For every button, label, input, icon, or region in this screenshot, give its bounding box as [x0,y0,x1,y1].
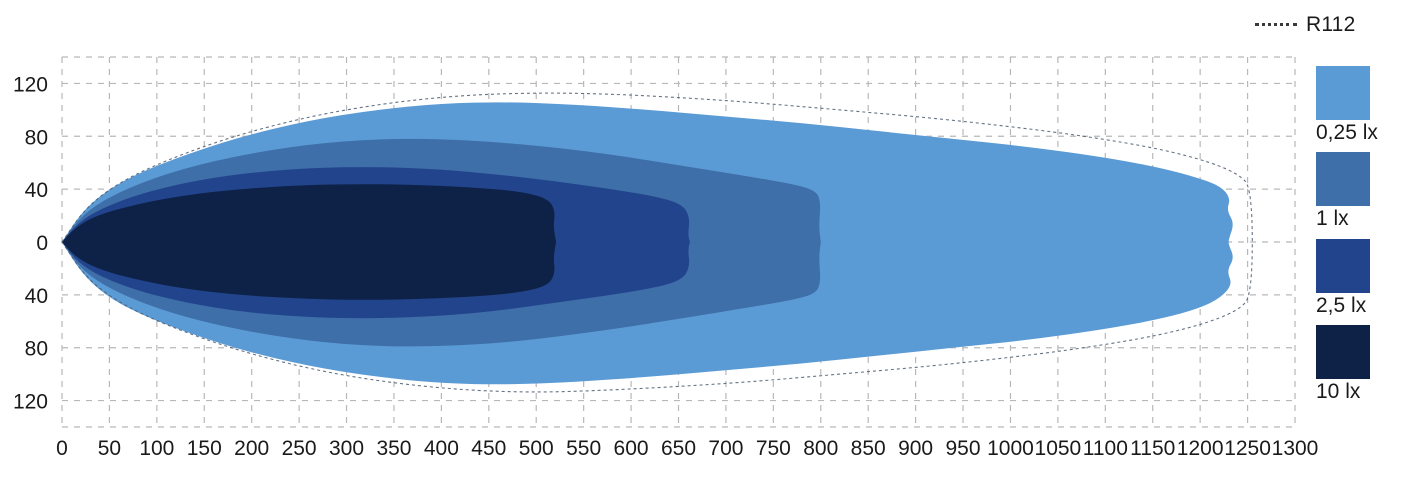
x-tick-label: 1250 [1224,437,1271,460]
x-tick-label: 850 [851,437,886,460]
x-tick-label: 500 [519,437,554,460]
x-tick-label: 950 [946,437,981,460]
x-tick-label: 1050 [1035,437,1082,460]
x-tick-label: 50 [98,437,121,460]
x-tick-label: 900 [898,437,933,460]
x-tick-label: 600 [614,437,649,460]
y-tick-label: 40 [25,285,48,308]
swatch-label-2: 2,5 lx [1316,293,1367,317]
y-tick-label: 80 [25,338,48,361]
x-tick-label: 1100 [1083,437,1128,460]
y-tick-label: 120 [13,391,48,414]
r112-legend-label: R112 [1306,12,1356,36]
swatch-1 [1316,152,1370,207]
x-tick-label: 1000 [987,437,1034,460]
y-axis-tick-labels: 120 80 40 0 40 80 120 [13,73,48,413]
list-item: 2,5 lx [1316,238,1401,319]
x-tick-label: 350 [376,437,411,460]
isolux-area-3 [62,184,557,300]
x-tick-label: 150 [187,437,222,460]
x-tick-label: 700 [708,437,743,460]
x-tick-label: 100 [139,437,174,460]
lux-color-key: 0,25 lx 1 lx 2,5 lx 10 lx [1316,66,1401,411]
swatch-0 [1316,66,1370,120]
r112-reference-legend: R112 [1255,12,1355,36]
x-axis-tick-labels: 0 50 100 150 200 250 300 350 400 450 500 550 600 650 7… [56,437,1318,460]
x-tick-label: 550 [566,437,601,460]
isolux-areas-layer [62,102,1233,385]
r112-curve [61,92,1253,393]
x-tick-label: 450 [471,437,506,460]
y-tick-label: 80 [25,126,48,149]
x-tick-label: 1300 [1272,437,1319,460]
swatch-2 [1316,238,1370,293]
swatch-label-0: 0,25 lx [1316,121,1378,144]
y-tick-label: 120 [13,73,48,96]
x-tick-label: 400 [424,437,459,460]
swatch-label-1: 1 lx [1316,207,1349,231]
x-tick-label: 1200 [1177,437,1224,460]
list-item: 10 lx [1316,324,1401,405]
r112-reference-curve [61,92,1253,393]
x-tick-label: 200 [234,437,269,460]
list-item: 0,25 lx [1316,66,1401,146]
swatch-label-3: 10 lx [1316,379,1361,403]
x-tick-label: 250 [282,437,317,460]
y-tick-label: 40 [25,179,48,202]
x-tick-label: 650 [661,437,696,460]
x-tick-label: 300 [329,437,364,460]
x-tick-label: 0 [56,437,68,460]
r112-dotted-line-icon [1255,22,1297,26]
swatch-3 [1316,324,1370,379]
x-tick-label: 750 [756,437,791,460]
y-tick-label: 0 [36,232,48,255]
x-tick-label: 800 [803,437,838,460]
list-item: 1 lx [1316,152,1401,232]
x-tick-label: 1150 [1130,437,1175,460]
